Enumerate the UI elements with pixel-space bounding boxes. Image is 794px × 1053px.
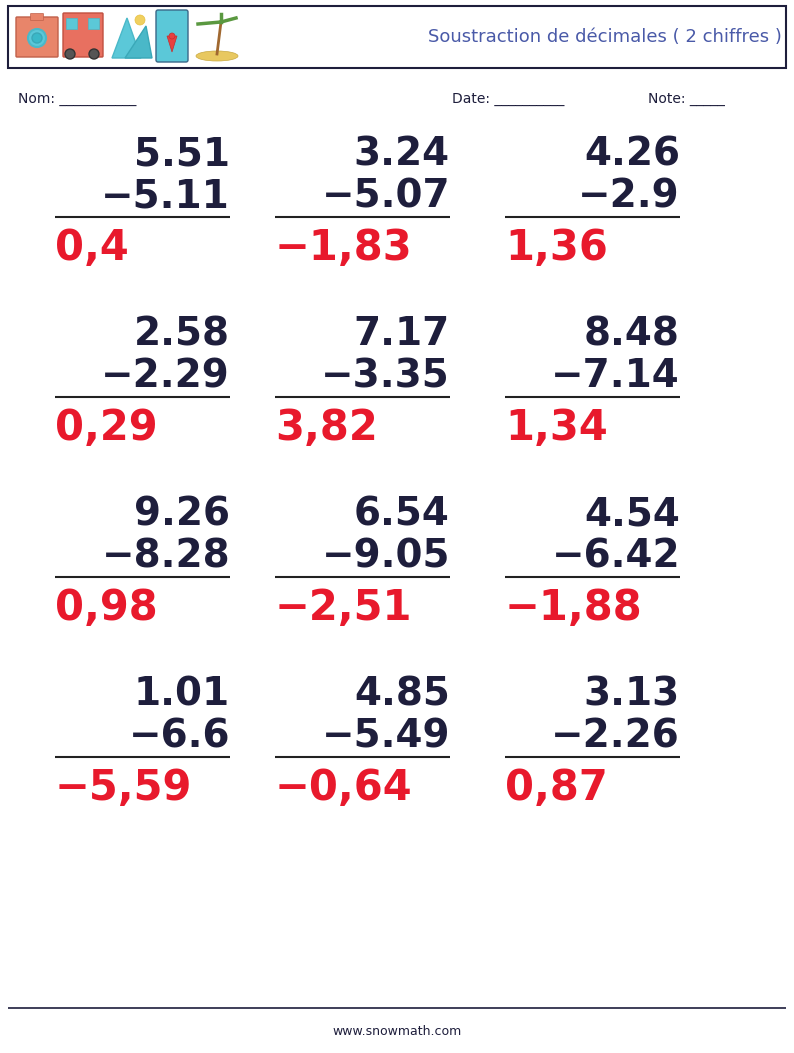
Circle shape — [32, 33, 42, 43]
Text: 1,36: 1,36 — [505, 227, 608, 269]
Polygon shape — [125, 26, 152, 58]
Text: −2.29: −2.29 — [102, 357, 230, 395]
Text: 0,87: 0,87 — [505, 767, 608, 809]
Text: 3.13: 3.13 — [584, 675, 680, 713]
Text: −2,51: −2,51 — [275, 587, 413, 629]
FancyBboxPatch shape — [87, 18, 98, 28]
FancyBboxPatch shape — [156, 9, 188, 62]
FancyBboxPatch shape — [65, 18, 76, 28]
Text: −7.14: −7.14 — [551, 357, 680, 395]
Text: −2.26: −2.26 — [551, 717, 680, 755]
Text: 3.24: 3.24 — [354, 135, 450, 173]
Text: 7.17: 7.17 — [354, 315, 450, 353]
Text: −1,83: −1,83 — [275, 227, 413, 269]
Text: 2.58: 2.58 — [134, 315, 230, 353]
Ellipse shape — [196, 51, 238, 61]
Text: 1,34: 1,34 — [505, 408, 607, 449]
Text: −8.28: −8.28 — [102, 537, 230, 575]
Text: Date: __________: Date: __________ — [452, 92, 565, 106]
FancyBboxPatch shape — [8, 6, 786, 68]
Text: −5.11: −5.11 — [102, 177, 230, 215]
Text: −5,59: −5,59 — [55, 767, 192, 809]
FancyBboxPatch shape — [63, 13, 103, 57]
Text: Nom: ___________: Nom: ___________ — [18, 92, 137, 106]
Text: 3,82: 3,82 — [275, 408, 378, 449]
Text: −6.42: −6.42 — [551, 537, 680, 575]
Text: −5.49: −5.49 — [322, 717, 450, 755]
Text: Soustraction de décimales ( 2 chiffres ): Soustraction de décimales ( 2 chiffres ) — [428, 28, 782, 46]
Text: −1,88: −1,88 — [505, 587, 643, 629]
Text: −3.35: −3.35 — [322, 357, 450, 395]
Polygon shape — [112, 18, 141, 58]
Text: 1.01: 1.01 — [134, 675, 230, 713]
Text: −0,64: −0,64 — [275, 767, 413, 809]
Circle shape — [89, 49, 99, 59]
Text: 8.48: 8.48 — [584, 315, 680, 353]
Circle shape — [65, 49, 75, 59]
Text: −2.9: −2.9 — [578, 177, 680, 215]
FancyBboxPatch shape — [30, 14, 44, 20]
Text: −9.05: −9.05 — [322, 537, 450, 575]
Text: www.snowmath.com: www.snowmath.com — [333, 1025, 461, 1038]
FancyBboxPatch shape — [16, 17, 58, 57]
Circle shape — [28, 29, 46, 47]
Text: 5.51: 5.51 — [134, 135, 230, 173]
Text: 6.54: 6.54 — [354, 495, 450, 533]
Polygon shape — [167, 36, 177, 52]
Circle shape — [135, 15, 145, 25]
Text: 4.26: 4.26 — [584, 135, 680, 173]
Text: 0,98: 0,98 — [55, 587, 158, 629]
Text: Note: _____: Note: _____ — [648, 92, 725, 106]
Text: 4.85: 4.85 — [354, 675, 450, 713]
Text: 0,29: 0,29 — [55, 408, 158, 449]
Circle shape — [169, 33, 175, 39]
Text: −6.6: −6.6 — [129, 717, 230, 755]
Text: 4.54: 4.54 — [584, 495, 680, 533]
Text: −5.07: −5.07 — [322, 177, 450, 215]
Text: 0,4: 0,4 — [55, 227, 129, 269]
Text: 9.26: 9.26 — [134, 495, 230, 533]
